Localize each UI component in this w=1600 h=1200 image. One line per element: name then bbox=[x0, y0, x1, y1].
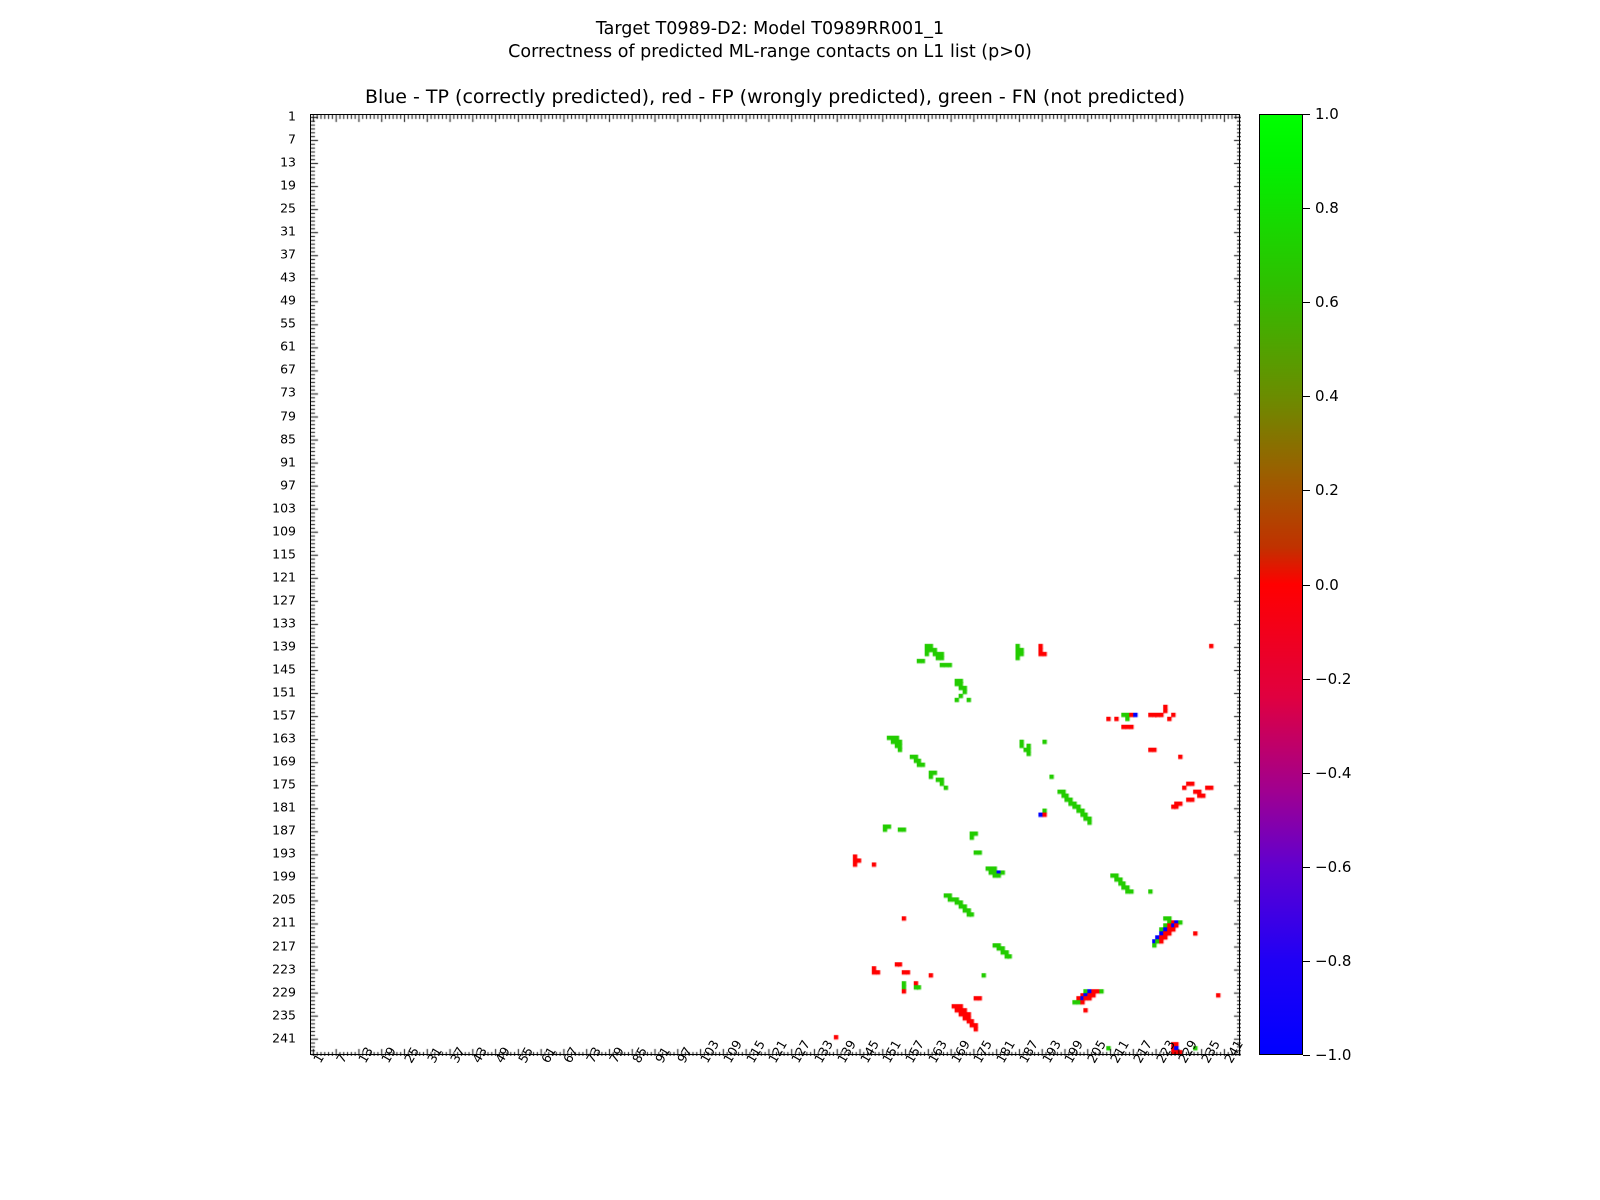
y-tick-label: 25 bbox=[280, 200, 296, 216]
y-tick-label: 139 bbox=[272, 638, 296, 654]
colorbar-tick-mark bbox=[1303, 396, 1310, 398]
y-tick-label: 157 bbox=[272, 707, 296, 723]
y-tick-label: 193 bbox=[272, 845, 296, 861]
y-tick-label: 19 bbox=[280, 177, 296, 193]
y-tick-label: 211 bbox=[272, 914, 296, 930]
y-tick-label: 235 bbox=[272, 1007, 296, 1023]
colorbar-tick-label: 0.8 bbox=[1315, 199, 1339, 218]
colorbar-tick-label: −0.8 bbox=[1315, 951, 1352, 970]
colorbar-tick-mark bbox=[1303, 302, 1310, 304]
y-tick-label: 127 bbox=[272, 592, 296, 608]
y-tick-label: 187 bbox=[272, 822, 296, 838]
y-tick-label: 7 bbox=[288, 131, 296, 147]
colorbar-tick-label: 0.2 bbox=[1315, 481, 1339, 500]
colorbar-tick-label: −1.0 bbox=[1315, 1046, 1352, 1064]
contact-map-canvas bbox=[311, 115, 1239, 1054]
y-tick-label: 109 bbox=[272, 523, 296, 539]
colorbar-tick-label: 0.6 bbox=[1315, 293, 1339, 312]
y-tick-label: 13 bbox=[280, 154, 296, 170]
y-tick-label: 229 bbox=[272, 984, 296, 1000]
y-tick-label: 43 bbox=[280, 269, 296, 285]
colorbar-tick-mark bbox=[1303, 114, 1310, 115]
y-tick-label: 55 bbox=[280, 315, 296, 331]
colorbar-tick-mark bbox=[1303, 208, 1310, 210]
y-tick-label: 67 bbox=[280, 361, 296, 377]
colorbar-tick-label: 0.4 bbox=[1315, 387, 1339, 406]
contact-map-axes bbox=[310, 114, 1241, 1056]
colorbar-tick-mark bbox=[1303, 1055, 1310, 1056]
y-tick-label: 73 bbox=[280, 384, 296, 400]
y-tick-label: 205 bbox=[272, 891, 296, 907]
y-tick-label: 37 bbox=[280, 246, 296, 262]
colorbar-tick-label: 0.0 bbox=[1315, 575, 1339, 594]
colorbar-tick-mark bbox=[1303, 772, 1310, 774]
figure-title-line-1: Target T0989-D2: Model T0989RR001_1 bbox=[595, 19, 945, 39]
y-tick-label: 79 bbox=[280, 408, 296, 423]
y-tick-label: 145 bbox=[272, 661, 296, 677]
figure-title: Target T0989-D2: Model T0989RR001_1 Corr… bbox=[0, 18, 1540, 64]
y-tick-label: 217 bbox=[272, 938, 296, 954]
y-tick-label: 31 bbox=[280, 223, 296, 239]
y-tick-label: 133 bbox=[272, 615, 296, 631]
colorbar bbox=[1259, 114, 1303, 1055]
y-tick-label: 163 bbox=[272, 730, 296, 746]
y-tick-label: 151 bbox=[272, 684, 296, 700]
y-tick-label: 121 bbox=[272, 569, 296, 585]
colorbar-tick-labels: 1.0 0.8 0.6 0.4 0.2 0.0 −0.2 −0.4 −0.6 −0.8 −1.0 bbox=[1303, 105, 1423, 1064]
colorbar-tick-mark bbox=[1303, 866, 1310, 868]
y-tick-label: 241 bbox=[272, 1030, 296, 1046]
colorbar-tick-mark bbox=[1303, 960, 1310, 962]
y-tick-label: 85 bbox=[280, 431, 296, 447]
colorbar-tick-label: −0.2 bbox=[1315, 669, 1352, 688]
colorbar-tick-label: −0.4 bbox=[1315, 763, 1352, 782]
y-tick-label: 103 bbox=[272, 500, 296, 516]
x-axis-tick-labels: 1 7 13 19 25 31 37 43 49 55 61 67 73 79 85 91 97 103 109 11… bbox=[310, 1037, 1270, 1148]
y-tick-label: 91 bbox=[280, 454, 296, 470]
y-axis-tick-labels: 1 7 13 19 25 31 37 43 49 55 61 67 73 79 85 91 97 103 109 11… bbox=[236, 108, 302, 1055]
y-tick-label: 181 bbox=[272, 799, 296, 815]
colorbar-tick-mark bbox=[1303, 678, 1310, 680]
y-tick-label: 1 bbox=[288, 108, 296, 124]
colorbar-tick-mark bbox=[1303, 584, 1310, 586]
axes-title-legend: Blue - TP (correctly predicted), red - F… bbox=[364, 86, 1186, 108]
y-tick-label: 175 bbox=[272, 776, 296, 792]
colorbar-tick-mark bbox=[1303, 490, 1310, 492]
colorbar-tick-label: −0.6 bbox=[1315, 857, 1352, 876]
y-tick-label: 49 bbox=[280, 292, 296, 308]
figure-title-line-2: Correctness of predicted ML-range contac… bbox=[508, 42, 1032, 63]
y-tick-label: 115 bbox=[272, 546, 296, 562]
y-tick-label: 61 bbox=[280, 338, 296, 354]
y-tick-label: 223 bbox=[272, 961, 296, 977]
y-tick-label: 97 bbox=[280, 477, 296, 493]
y-tick-label: 199 bbox=[272, 868, 296, 884]
y-tick-label: 169 bbox=[272, 753, 296, 769]
colorbar-tick-label: 1.0 bbox=[1315, 105, 1339, 123]
